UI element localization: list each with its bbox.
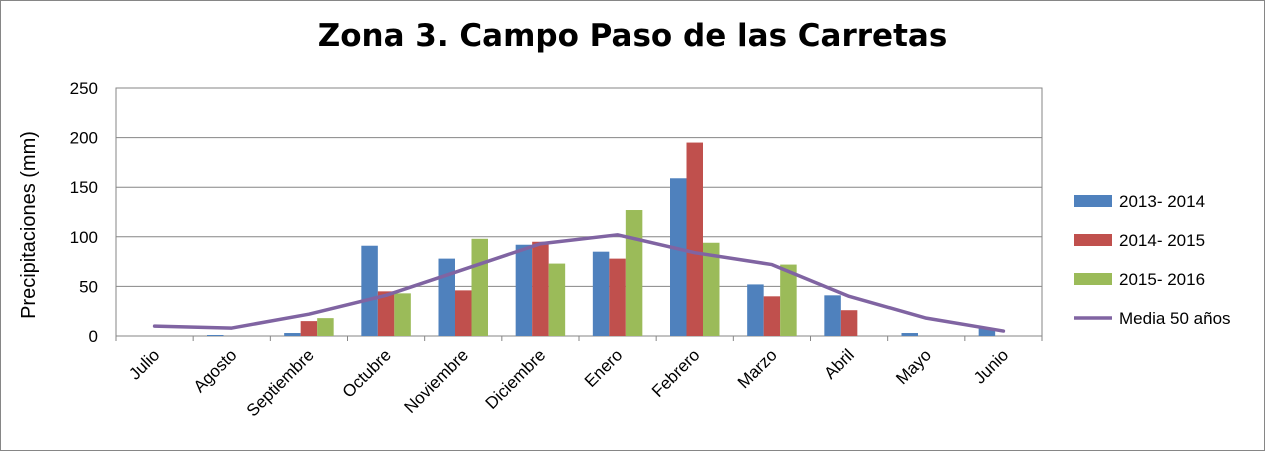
y-tick-label: 200: [70, 129, 98, 148]
bar: [592, 251, 610, 336]
bar: [686, 142, 703, 336]
x-tick-label: Enero: [581, 345, 627, 391]
bar: [747, 284, 764, 336]
bar: [438, 258, 455, 336]
x-tick-label: Marzo: [734, 345, 781, 392]
bar: [978, 328, 996, 336]
bar: [901, 333, 918, 336]
bar: [548, 263, 566, 336]
legend-label: Media 50 años: [1119, 309, 1231, 328]
bar: [377, 291, 395, 336]
x-tick-label: Febrero: [648, 345, 704, 401]
bar: [763, 296, 781, 336]
bar: [780, 264, 797, 336]
bar: [625, 210, 643, 336]
bar: [703, 242, 720, 336]
legend-label: 2013- 2014: [1119, 192, 1205, 211]
y-tick-label: 0: [89, 327, 98, 346]
bar: [824, 295, 841, 336]
x-tick-label: Abril: [820, 345, 857, 382]
bar: [609, 258, 626, 336]
bar: [317, 318, 334, 336]
y-tick-label: 250: [70, 79, 98, 98]
bar: [361, 245, 378, 336]
x-tick-label: Agosto: [190, 345, 241, 396]
y-axis-label: Precipitaciones (mm): [18, 131, 40, 319]
x-tick-label: Junio: [970, 345, 1012, 387]
bar: [840, 310, 858, 336]
y-tick-label: 150: [70, 178, 98, 197]
plot-area: [115, 87, 1043, 337]
y-tick-labels: 0 50 100 150 200 250: [70, 79, 98, 346]
series-line: [152, 233, 1006, 333]
bar: [207, 335, 224, 336]
bar: [471, 238, 488, 336]
x-tick-label: Mayo: [892, 345, 935, 388]
bar: [394, 293, 411, 336]
bar: [532, 241, 549, 336]
legend-swatch: [1074, 273, 1112, 285]
bar: [284, 333, 301, 336]
bar: [670, 178, 687, 336]
legend-swatch: [1074, 234, 1112, 246]
x-tick-labels: Julio Agosto Septiembre Octubre Noviembre Dic…: [125, 345, 1012, 420]
legend-label: 2015- 2016: [1119, 270, 1205, 289]
x-tick-label: Octubre: [339, 345, 395, 401]
legend-swatch: [1074, 195, 1112, 207]
x-tick-label: Septiembre: [243, 345, 318, 420]
bar: [455, 290, 472, 336]
line-layer: [152, 233, 1006, 333]
y-tick-label: 100: [70, 228, 98, 247]
bars-layer: [207, 142, 996, 336]
x-tick-label: Noviembre: [401, 345, 473, 417]
x-tick-label: Julio: [125, 345, 163, 383]
x-tick-label: Diciembre: [482, 345, 550, 413]
bar: [300, 321, 318, 336]
legend-label: 2014- 2015: [1119, 231, 1205, 250]
chart-title: Zona 3. Campo Paso de las Carretas: [317, 18, 948, 54]
bar: [515, 244, 533, 336]
grid-lines: [115, 87, 1043, 341]
y-tick-label: 50: [79, 277, 98, 296]
legend: 2013- 2014 2014- 2015 2015- 2016 Media 50 a…: [1074, 192, 1231, 328]
